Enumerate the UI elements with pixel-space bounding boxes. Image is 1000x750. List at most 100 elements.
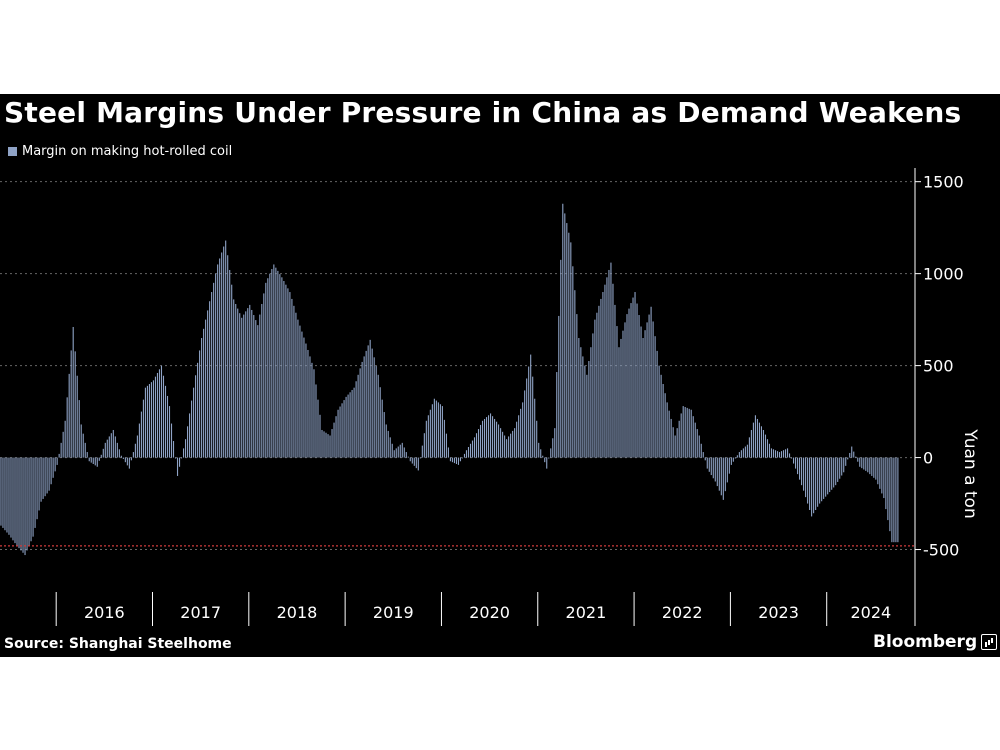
bar bbox=[140, 411, 142, 458]
bar bbox=[351, 389, 353, 458]
bar bbox=[311, 362, 313, 458]
bar bbox=[473, 437, 476, 458]
bar bbox=[774, 450, 777, 458]
bar bbox=[612, 283, 614, 458]
bar bbox=[387, 430, 389, 458]
bar bbox=[528, 366, 530, 458]
bar bbox=[630, 303, 632, 458]
bar bbox=[331, 429, 333, 458]
bar bbox=[259, 314, 261, 458]
bar bbox=[66, 397, 68, 458]
bar bbox=[273, 264, 275, 458]
bar bbox=[189, 413, 191, 458]
bar bbox=[42, 457, 44, 499]
bar bbox=[720, 457, 722, 496]
bar bbox=[797, 457, 799, 475]
bar bbox=[96, 457, 98, 467]
y-tick-label: 500 bbox=[923, 357, 954, 376]
bar bbox=[281, 277, 283, 458]
bar bbox=[544, 457, 546, 463]
bar bbox=[666, 402, 668, 458]
bar bbox=[550, 448, 552, 458]
bar bbox=[447, 447, 449, 458]
bar bbox=[114, 436, 116, 458]
bar bbox=[461, 457, 464, 459]
bar bbox=[38, 457, 40, 511]
bar bbox=[520, 408, 522, 458]
x-tick-label: 2016 bbox=[84, 603, 125, 622]
bar bbox=[684, 406, 686, 458]
bar bbox=[746, 444, 748, 458]
bar bbox=[257, 325, 259, 458]
bar bbox=[0, 457, 2, 526]
bar bbox=[415, 457, 417, 469]
bar bbox=[532, 376, 534, 458]
bar bbox=[853, 451, 855, 458]
bar bbox=[833, 457, 835, 488]
bar bbox=[768, 443, 771, 458]
bar bbox=[429, 409, 431, 458]
bar bbox=[24, 457, 26, 556]
bar bbox=[377, 374, 379, 458]
bar bbox=[176, 457, 179, 476]
bar bbox=[399, 444, 401, 458]
bar bbox=[243, 314, 245, 458]
bar bbox=[16, 457, 18, 546]
bar bbox=[431, 404, 433, 458]
bar bbox=[626, 314, 628, 458]
bar bbox=[526, 378, 528, 458]
bar bbox=[483, 418, 486, 458]
bar bbox=[419, 457, 421, 459]
bar bbox=[738, 452, 740, 458]
bar bbox=[237, 308, 239, 458]
bar bbox=[849, 452, 851, 458]
brand-name: Bloomberg bbox=[873, 632, 978, 652]
bar bbox=[881, 457, 883, 494]
bar bbox=[516, 421, 518, 458]
bar bbox=[379, 387, 381, 458]
bar bbox=[439, 404, 441, 458]
bar bbox=[195, 375, 197, 458]
bar bbox=[522, 402, 524, 458]
bar bbox=[758, 422, 760, 458]
bar bbox=[710, 457, 712, 476]
bar bbox=[865, 457, 867, 471]
bar bbox=[108, 436, 110, 458]
bar bbox=[895, 457, 897, 543]
bar bbox=[180, 457, 183, 459]
bar bbox=[490, 413, 492, 458]
bar bbox=[610, 262, 612, 458]
bar bbox=[353, 387, 355, 458]
bar bbox=[580, 347, 582, 458]
bar bbox=[694, 422, 696, 458]
bar bbox=[435, 400, 437, 458]
bar bbox=[857, 457, 859, 462]
bar bbox=[869, 457, 871, 475]
bar bbox=[632, 297, 634, 458]
bar bbox=[514, 428, 516, 458]
bar bbox=[578, 338, 580, 458]
bar bbox=[20, 457, 22, 551]
bar bbox=[148, 384, 150, 458]
bar bbox=[656, 350, 658, 458]
y-tick-label: 0 bbox=[923, 449, 933, 468]
bar bbox=[213, 282, 215, 458]
bar bbox=[283, 281, 285, 458]
bar bbox=[74, 351, 76, 458]
bar bbox=[233, 299, 235, 458]
bar bbox=[831, 457, 833, 490]
bar bbox=[371, 348, 373, 458]
bar bbox=[596, 312, 598, 458]
bar bbox=[642, 338, 644, 458]
bar bbox=[68, 373, 70, 458]
bar bbox=[132, 452, 134, 458]
bar bbox=[297, 319, 299, 458]
bar bbox=[839, 457, 841, 479]
bar bbox=[355, 381, 357, 458]
bar bbox=[397, 446, 399, 458]
bar bbox=[706, 457, 708, 469]
bar bbox=[801, 457, 803, 486]
bar bbox=[120, 455, 122, 458]
bar bbox=[154, 376, 157, 458]
bar bbox=[142, 399, 144, 458]
